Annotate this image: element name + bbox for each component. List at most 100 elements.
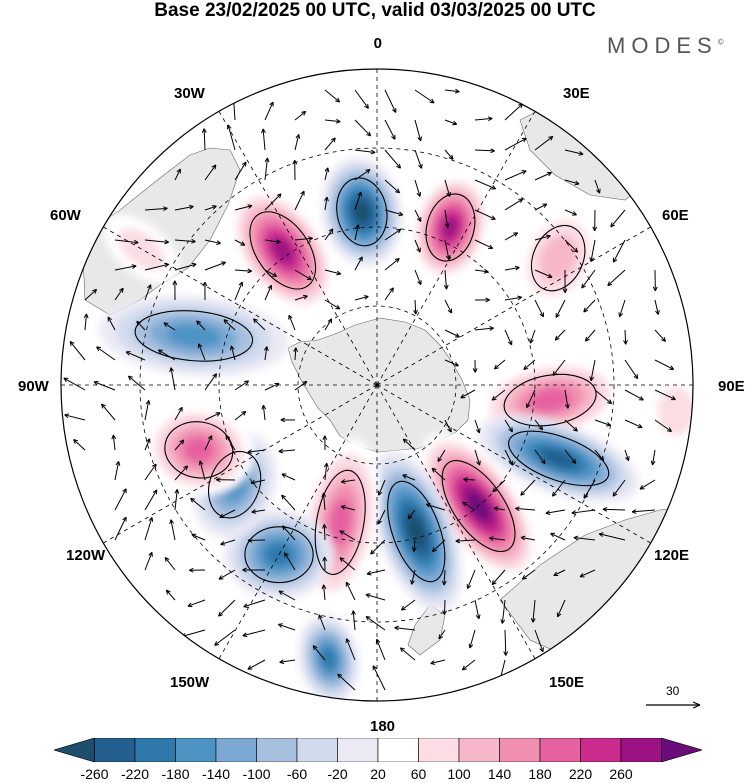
colorbar-swatch [458, 738, 500, 762]
wind-arrow [556, 599, 566, 618]
wind-arrow [234, 281, 244, 301]
wind-arrow [410, 569, 416, 585]
wind-arrow [554, 329, 566, 341]
contour-line [314, 469, 366, 575]
wind-arrow [242, 567, 266, 573]
wind-arrow [624, 359, 639, 380]
wind-arrow [573, 535, 596, 541]
wind-arrow [468, 629, 476, 649]
wind-arrow [414, 119, 422, 142]
contour-line [387, 480, 446, 583]
wind-arrow [552, 359, 566, 376]
wind-arrow [247, 659, 266, 670]
wind-arrow [400, 599, 416, 611]
wind-arrow [504, 265, 520, 271]
wind-arrow [234, 380, 250, 391]
wind-arrow [136, 320, 146, 331]
colorbar-tick-label: -140 [201, 766, 231, 782]
wind-arrow [294, 134, 301, 151]
longitude-label: 90W [18, 378, 49, 395]
wind-arrow [324, 137, 336, 151]
wind-arrow [263, 346, 269, 361]
colorbar-swatch [175, 738, 217, 762]
wind-arrow [253, 318, 266, 331]
wind-arrow [654, 419, 672, 432]
wind-arrow [323, 462, 329, 481]
wind-arrow [354, 256, 363, 271]
wind-arrow [114, 287, 124, 301]
wind-arrow [294, 269, 312, 281]
wind-arrow [474, 179, 497, 190]
wind-arrow [612, 239, 626, 263]
wind-arrow [555, 299, 566, 318]
wind-arrow [414, 89, 435, 104]
wind-arrow [594, 419, 612, 427]
anomaly-positive-30w [229, 188, 336, 313]
contour-line [134, 310, 254, 362]
wind-arrow [598, 532, 626, 541]
wind-arrow [394, 625, 416, 631]
wind-arrow [550, 532, 566, 541]
wind-arrow [204, 164, 217, 181]
wind-arrow [639, 479, 656, 490]
wind-arrow [197, 343, 206, 361]
wind-arrow [64, 413, 86, 421]
wind-arrow [425, 503, 446, 511]
wind-arrow [654, 299, 660, 315]
anomaly-positive-90e-edge [646, 371, 693, 452]
wind-arrow [564, 179, 580, 186]
wind-arrow [504, 170, 527, 181]
wind-arrow [491, 569, 506, 586]
wind-arrow [414, 209, 422, 222]
wind-arrow [602, 506, 626, 512]
wind-arrow [414, 239, 421, 253]
wind-arrow [370, 539, 386, 555]
wind-arrow [534, 449, 546, 465]
wind-arrow [189, 567, 206, 573]
wind-arrow [264, 157, 270, 181]
wind-arrow [354, 89, 369, 109]
anomaly-positive-20e [411, 173, 490, 282]
colorbar [54, 738, 702, 762]
wind-arrow [144, 284, 152, 301]
latitude-circle [218, 226, 536, 544]
wind-arrow [372, 665, 386, 691]
wind-arrow [279, 659, 296, 665]
wind-arrow [384, 287, 394, 301]
colorbar-swatch [134, 738, 176, 762]
wind-arrow [455, 538, 476, 544]
wind-arrow [503, 629, 509, 656]
wind-arrow [384, 119, 396, 140]
wind-arrow [144, 438, 151, 451]
wind-arrow [340, 505, 356, 511]
wind-arrow [264, 284, 273, 301]
wind-arrow [564, 209, 577, 216]
wind-arrow [251, 509, 266, 514]
colorbar-tick-label: 100 [447, 766, 471, 782]
wind-arrow [324, 269, 342, 276]
wind-arrow [444, 329, 460, 338]
anomaly-contours [134, 177, 610, 584]
wind-arrow [520, 479, 536, 496]
colorbar-swatch [499, 738, 541, 762]
wind-arrow [339, 557, 356, 571]
wind-arrow [584, 329, 596, 342]
wind-vectors [63, 88, 676, 691]
wind-arrow [444, 239, 451, 260]
wind-arrow [460, 389, 476, 399]
colorbar-swatch [418, 738, 460, 762]
colorbar-tick-label: 60 [410, 766, 427, 782]
wind-arrow [324, 196, 329, 211]
wind-arrow [351, 610, 356, 631]
wind-arrow [474, 209, 496, 220]
wind-arrow [414, 179, 422, 197]
wind-arrow [592, 209, 598, 232]
wind-arrow [234, 239, 246, 246]
wind-arrow [402, 474, 416, 481]
wind-arrow [264, 193, 282, 211]
colorbar-swatch [215, 738, 257, 762]
wind-arrow [282, 525, 296, 541]
wind-arrow [324, 318, 333, 331]
wind-arrow [196, 320, 206, 331]
wind-arrow [204, 412, 221, 421]
